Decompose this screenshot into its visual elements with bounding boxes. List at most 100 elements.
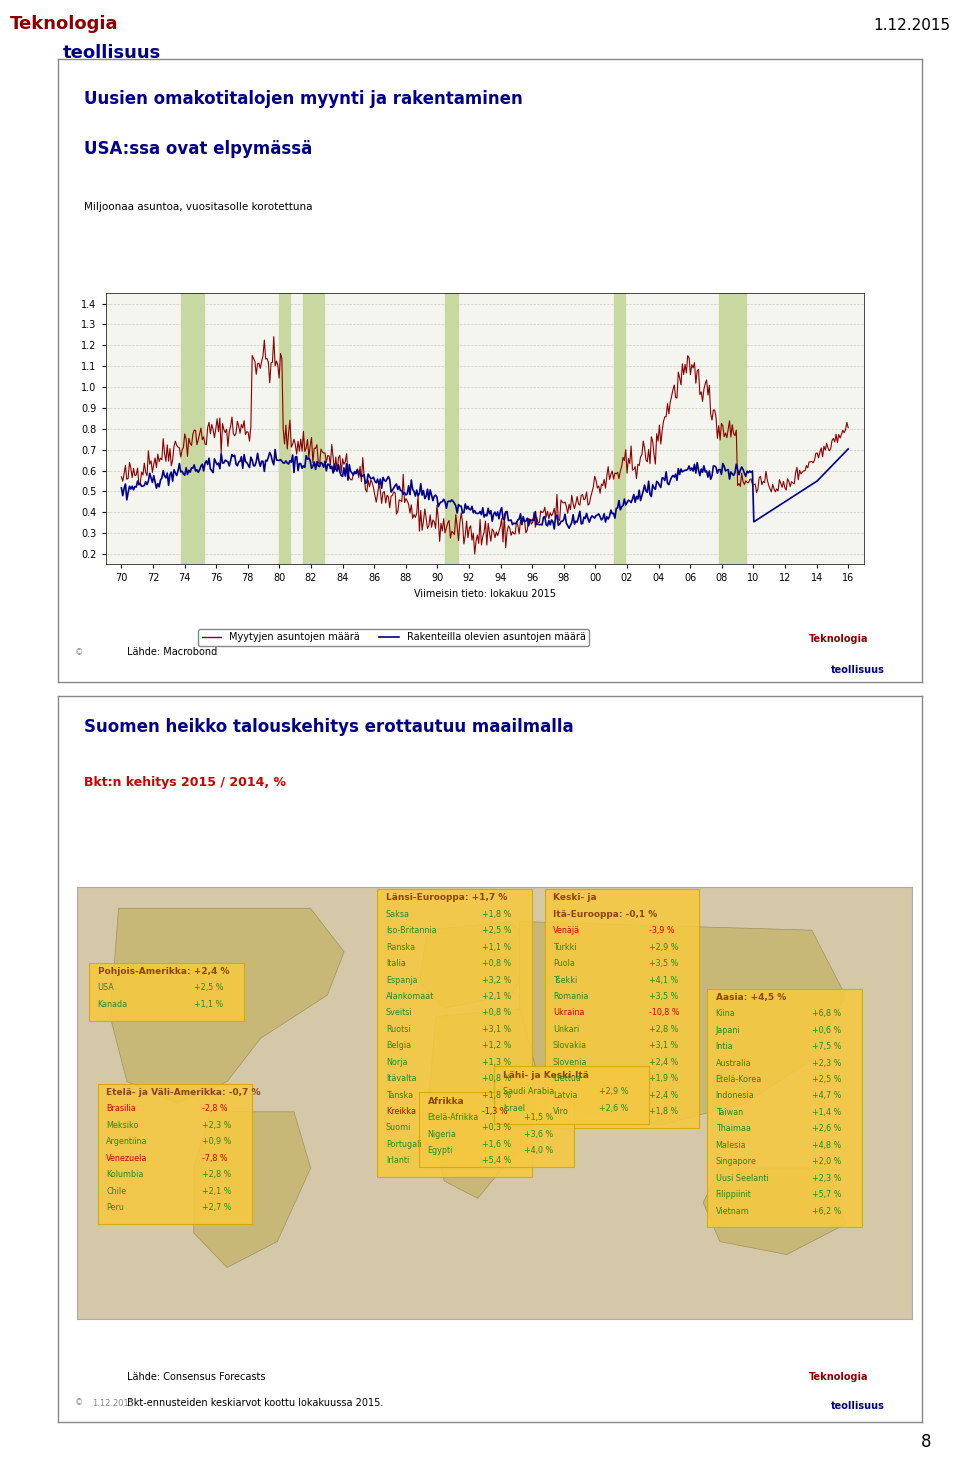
Text: Meksiko: Meksiko [106, 1121, 138, 1130]
Polygon shape [420, 922, 537, 1009]
Text: +0,8 %: +0,8 % [482, 1075, 511, 1083]
Text: Viro: Viro [553, 1107, 568, 1116]
Text: Ruotsi: Ruotsi [386, 1025, 411, 1034]
Bar [181, 293, 204, 564]
Text: +5,7 %: +5,7 % [812, 1190, 841, 1199]
Text: Irlanti: Irlanti [386, 1157, 409, 1165]
Text: +2,7 %: +2,7 % [202, 1204, 231, 1212]
Text: 1.12.2015: 1.12.2015 [874, 18, 950, 34]
X-axis label: Viimeisin tieto: lokakuu 2015: Viimeisin tieto: lokakuu 2015 [414, 589, 556, 600]
FancyBboxPatch shape [377, 888, 532, 1177]
FancyBboxPatch shape [89, 963, 244, 1020]
Text: Venäjä: Venäjä [553, 927, 580, 935]
Bar [279, 293, 291, 564]
Text: Nigeria: Nigeria [427, 1129, 456, 1139]
Text: Indonesia: Indonesia [716, 1092, 755, 1101]
Text: Tanska: Tanska [386, 1091, 413, 1100]
Text: +2,4 %: +2,4 % [649, 1091, 679, 1100]
Text: +0,8 %: +0,8 % [482, 959, 511, 968]
Text: Kolumbia: Kolumbia [106, 1170, 143, 1179]
Text: Liettua: Liettua [553, 1075, 581, 1083]
Text: +0,3 %: +0,3 % [482, 1123, 511, 1133]
Text: +1,8 %: +1,8 % [482, 1091, 511, 1100]
Text: +2,1 %: +2,1 % [202, 1186, 231, 1196]
Text: +2,3 %: +2,3 % [812, 1174, 841, 1183]
Text: 1.12.2015: 1.12.2015 [92, 1399, 134, 1407]
Text: Thaimaa: Thaimaa [716, 1124, 751, 1133]
Text: +2,8 %: +2,8 % [649, 1025, 679, 1034]
Text: Romania: Romania [553, 992, 588, 1001]
Text: -2,8 %: -2,8 % [202, 1104, 228, 1114]
Bar [614, 293, 625, 564]
Text: +1,1 %: +1,1 % [194, 1000, 223, 1009]
Text: Australia: Australia [716, 1058, 752, 1067]
Text: +2,6 %: +2,6 % [599, 1104, 628, 1113]
Text: +2,0 %: +2,0 % [812, 1157, 841, 1167]
Text: USA: USA [98, 984, 114, 992]
Polygon shape [110, 909, 344, 1102]
Text: Afrikka: Afrikka [427, 1097, 465, 1105]
Text: +2,5 %: +2,5 % [194, 984, 224, 992]
Text: -3,9 %: -3,9 % [649, 927, 675, 935]
Text: Teknologia: Teknologia [809, 1372, 869, 1382]
Text: Pohjois-Amerikka: +2,4 %: Pohjois-Amerikka: +2,4 % [98, 968, 229, 976]
Text: +3,1 %: +3,1 % [649, 1041, 678, 1050]
Text: Italia: Italia [386, 959, 406, 968]
Text: Belgia: Belgia [386, 1041, 411, 1050]
Text: -7,8 %: -7,8 % [202, 1154, 228, 1163]
Text: USA:ssa ovat elpymässä: USA:ssa ovat elpymässä [84, 139, 312, 158]
Text: Vietnam: Vietnam [716, 1207, 750, 1215]
Text: Alankomaat: Alankomaat [386, 992, 434, 1001]
FancyBboxPatch shape [494, 1066, 649, 1124]
Text: Slovakia: Slovakia [553, 1041, 587, 1050]
Text: Saudi Arabia: Saudi Arabia [503, 1088, 554, 1097]
Text: Intia: Intia [716, 1042, 733, 1051]
Text: Kiina: Kiina [716, 1009, 735, 1019]
Text: +1,3 %: +1,3 % [482, 1058, 511, 1067]
Text: Lähde: Consensus Forecasts: Lähde: Consensus Forecasts [127, 1372, 265, 1382]
Text: Argentiina: Argentiina [106, 1138, 148, 1146]
Text: Länsi-Eurooppa: +1,7 %: Länsi-Eurooppa: +1,7 % [386, 893, 507, 903]
Text: Ranska: Ranska [386, 943, 415, 951]
Text: Uusi Seelanti: Uusi Seelanti [716, 1174, 768, 1183]
Text: Kanada: Kanada [98, 1000, 128, 1009]
Polygon shape [703, 1168, 845, 1255]
Text: Miljoonaa asuntoa, vuositasolle korotettuna: Miljoonaa asuntoa, vuositasolle korotett… [84, 202, 312, 213]
Text: +1,5 %: +1,5 % [523, 1113, 553, 1121]
Text: Singapore: Singapore [716, 1157, 756, 1167]
Text: +2,3 %: +2,3 % [812, 1058, 841, 1067]
FancyBboxPatch shape [544, 888, 699, 1127]
Polygon shape [519, 922, 845, 1124]
Text: +3,6 %: +3,6 % [523, 1129, 553, 1139]
Text: Teknologia: Teknologia [809, 635, 869, 644]
Text: Suomi: Suomi [386, 1123, 411, 1133]
FancyBboxPatch shape [98, 1083, 252, 1224]
Text: +6,8 %: +6,8 % [812, 1009, 841, 1019]
Text: Ukraina: Ukraina [553, 1009, 585, 1017]
Text: Filippiinit: Filippiinit [716, 1190, 752, 1199]
Text: +0,6 %: +0,6 % [812, 1026, 841, 1035]
Text: Etelä-Korea: Etelä-Korea [716, 1075, 762, 1083]
Text: Itä-Eurooppa: -0,1 %: Itä-Eurooppa: -0,1 % [553, 910, 657, 919]
Text: +6,2 %: +6,2 % [812, 1207, 841, 1215]
Text: ©: © [75, 1399, 84, 1407]
Text: +1,2 %: +1,2 % [482, 1041, 512, 1050]
Text: Uusien omakotitalojen myynti ja rakentaminen: Uusien omakotitalojen myynti ja rakentam… [84, 89, 522, 108]
Text: Israel: Israel [503, 1104, 525, 1113]
Text: +7,5 %: +7,5 % [812, 1042, 841, 1051]
Text: -1,3 %: -1,3 % [482, 1107, 508, 1116]
Text: Teknologia: Teknologia [10, 16, 118, 34]
Text: Keski- ja: Keski- ja [553, 893, 596, 903]
Text: +2,1 %: +2,1 % [482, 992, 512, 1001]
Text: +3,2 %: +3,2 % [482, 975, 512, 985]
Text: Bkt-ennusteiden keskiarvot koottu lokakuussa 2015.: Bkt-ennusteiden keskiarvot koottu lokaku… [127, 1397, 383, 1407]
Text: Slovenia: Slovenia [553, 1058, 588, 1067]
Text: +2,8 %: +2,8 % [202, 1170, 231, 1179]
Text: +2,6 %: +2,6 % [812, 1124, 841, 1133]
Text: teollisuus: teollisuus [830, 1401, 885, 1412]
Text: Egypti: Egypti [427, 1146, 453, 1155]
Text: Sveitsi: Sveitsi [386, 1009, 413, 1017]
Text: +0,9 %: +0,9 % [202, 1138, 231, 1146]
Bar [719, 293, 746, 564]
Text: +3,5 %: +3,5 % [649, 959, 679, 968]
